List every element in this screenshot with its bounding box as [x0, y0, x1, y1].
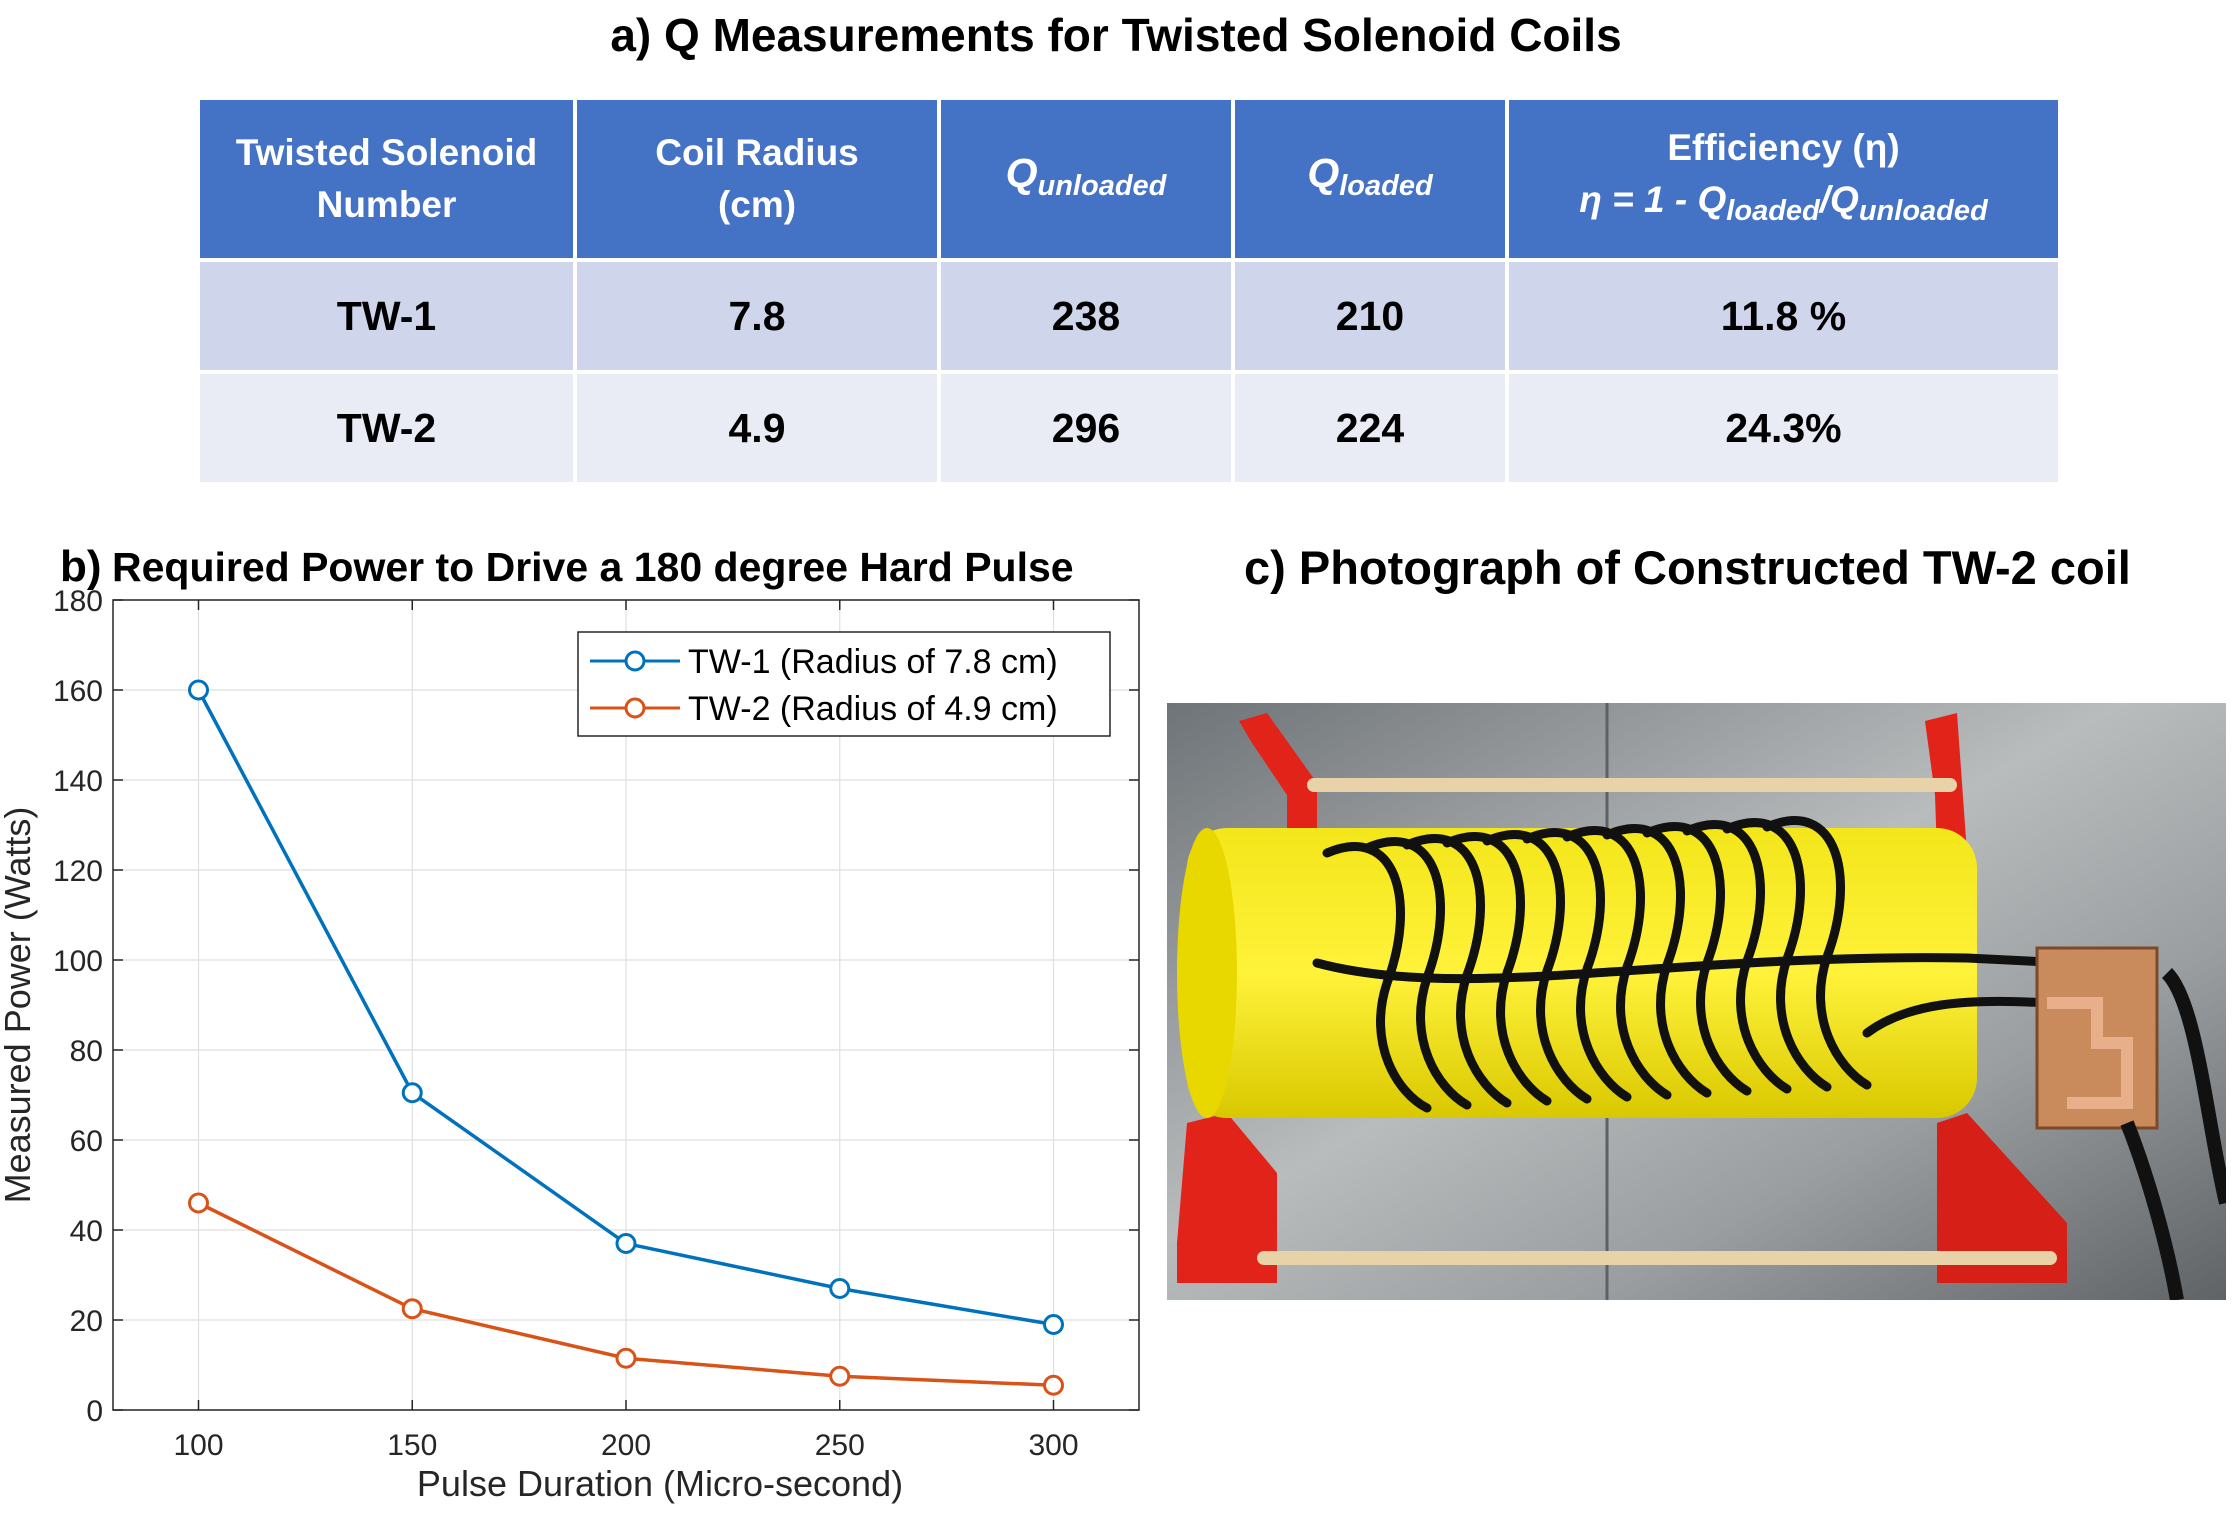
series-1-point	[1043, 1314, 1064, 1335]
cell-name: TW-2	[200, 374, 573, 482]
y-tick-label: 160	[53, 675, 103, 708]
header-coil-radius: Coil Radius (cm)	[577, 100, 937, 258]
header-subscript: unloaded	[1858, 194, 1988, 227]
cell-q-unloaded: 238	[941, 262, 1231, 370]
legend: TW-1 (Radius of 7.8 cm) TW-2 (Radius of …	[577, 631, 1111, 737]
legend-box	[577, 631, 1111, 737]
series-2-point	[188, 1192, 209, 1214]
series-layer	[188, 679, 1064, 1396]
series-2-point	[829, 1365, 851, 1387]
tw2-coil-photograph	[1167, 703, 2226, 1300]
red-stand-bottom-right	[1937, 1113, 2067, 1283]
red-stand-top-left	[1239, 713, 1317, 853]
x-axis-label: Pulse Duration (Micro-second)	[417, 1463, 903, 1504]
coax-cable	[2161, 968, 2226, 1205]
former-end	[1177, 828, 1237, 1118]
series-1-point	[615, 1233, 637, 1254]
power-line-chart: 100 150 200 250 300020406080100120140160180 …	[0, 590, 1140, 1504]
y-tick-label: 20	[70, 1305, 103, 1338]
header-subscript: loaded	[1339, 169, 1433, 202]
y-tick-label: 40	[70, 1215, 103, 1248]
cell-q-loaded: 224	[1235, 374, 1505, 482]
header-efficiency: Efficiency (η) η = 1 - Qloaded/Qunloaded	[1509, 100, 2058, 258]
legend-label-tw1: TW-1 (Radius of 7.8 cm)	[688, 643, 1058, 681]
coax-cable-2	[2120, 1120, 2184, 1300]
table-header-row: Twisted Solenoid Number Coil Radius (cm)…	[200, 100, 2058, 258]
panel-c-title: c) Photograph of Constructed TW-2 coil	[1244, 541, 2131, 594]
y-tick-label: 80	[70, 1035, 103, 1068]
y-axis-label: Measured Power (Watts)	[0, 807, 38, 1204]
x-tick-label: 250	[815, 1429, 865, 1462]
x-tick-label: 100	[173, 1429, 223, 1462]
header-text: Efficiency (η)	[1667, 126, 1900, 168]
coil-illustration	[1167, 703, 2226, 1300]
series-1-point	[188, 679, 209, 701]
header-q-loaded: Qloaded	[1235, 100, 1505, 258]
legend-marker-tw2	[624, 697, 646, 719]
header-text: Q	[1307, 149, 1340, 196]
header-q-unloaded: Qunloaded	[941, 100, 1231, 258]
series-2-point	[401, 1298, 423, 1320]
x-tick-label: 200	[601, 1429, 651, 1462]
cell-q-loaded: 210	[1235, 262, 1505, 370]
header-text: Q	[1005, 149, 1038, 196]
x-tick-label: 300	[1028, 1429, 1078, 1462]
header-text: η = 1 - Q	[1579, 178, 1727, 220]
y-tick-label: 60	[70, 1125, 103, 1158]
panel-b-label: b)	[60, 542, 102, 591]
series-1-point	[829, 1278, 851, 1299]
series-2-point	[615, 1347, 637, 1369]
wooden-dowel-top	[1307, 778, 1957, 792]
y-tick-label: 140	[53, 765, 103, 798]
header-text: Coil Radius	[655, 132, 859, 173]
cell-name: TW-1	[200, 262, 573, 370]
series-2-point	[1043, 1374, 1064, 1396]
header-subscript: unloaded	[1037, 169, 1167, 202]
header-text: (cm)	[717, 184, 797, 225]
legend-marker-tw1	[624, 650, 646, 672]
y-tick-label: 100	[53, 945, 103, 978]
y-tick-label: 0	[86, 1395, 103, 1428]
header-solenoid-number: Twisted Solenoid Number	[200, 100, 573, 258]
red-stand-bottom-left	[1177, 1113, 1277, 1283]
table-title: a) Q Measurements for Twisted Solenoid C…	[610, 9, 1622, 61]
cell-efficiency: 11.8 %	[1509, 262, 2058, 370]
y-tick-label: 180	[53, 590, 103, 618]
pcb-trace	[2047, 997, 2133, 1109]
cell-radius: 4.9	[577, 374, 937, 482]
series-1-point	[401, 1082, 423, 1104]
cell-q-unloaded: 296	[941, 374, 1231, 482]
wooden-dowel-bottom	[1257, 1251, 2057, 1265]
table-row: TW-2 4.9 296 224 24.3%	[200, 374, 2058, 482]
header-subscript: loaded	[1726, 194, 1820, 227]
header-text: Twisted Solenoid	[235, 132, 538, 173]
tick-layer: 100 150 200 250 300 0 20 40 60 80 100 120 140 160 180	[53, 590, 1139, 1462]
legend-label-tw2: TW-2 (Radius of 4.9 cm)	[688, 690, 1058, 728]
y-tick-label: 120	[53, 855, 103, 888]
table-row: TW-1 7.8 238 210 11.8 %	[200, 262, 2058, 370]
header-text: Number	[316, 184, 457, 225]
cell-efficiency: 24.3%	[1509, 374, 2058, 482]
cell-radius: 7.8	[577, 262, 937, 370]
twisted-windings	[1312, 816, 2072, 1113]
x-tick-label: 150	[387, 1429, 437, 1462]
q-measurements-table: Twisted Solenoid Number Coil Radius (cm)…	[196, 96, 2062, 486]
chart-title: Required Power to Drive a 180 degree Har…	[112, 544, 1074, 590]
header-text: /Q	[1819, 178, 1859, 220]
